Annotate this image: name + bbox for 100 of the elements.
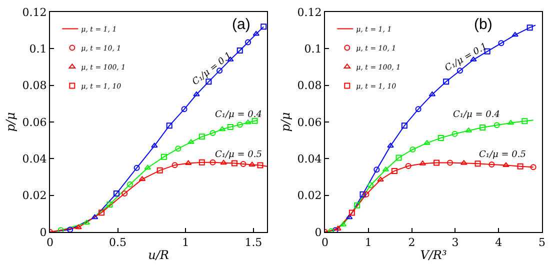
point: [218, 126, 226, 132]
y-tick-label: 0.12: [22, 6, 47, 19]
point: [252, 118, 258, 124]
y-tick-label: 0.06: [297, 116, 322, 129]
y-tick-label: 0.02: [22, 189, 47, 202]
point: [480, 124, 486, 130]
x-tick-label: 1: [182, 236, 190, 250]
x-axis-title: u/R: [148, 248, 169, 262]
point: [245, 39, 252, 46]
point: [334, 226, 342, 230]
y-tick-label: 0: [40, 226, 47, 239]
point: [452, 130, 458, 137]
point: [127, 181, 134, 188]
point: [122, 190, 128, 196]
point: [374, 166, 380, 173]
point: [210, 130, 216, 136]
point: [494, 122, 500, 128]
annotation: (b): [474, 16, 492, 33]
point: [517, 163, 524, 170]
point: [354, 202, 360, 208]
point: [181, 106, 188, 112]
annotation: C₁/μ = 0.1: [190, 50, 234, 88]
point: [75, 224, 82, 230]
point: [512, 32, 518, 37]
x-tick-label: 2: [408, 236, 416, 250]
x-tick-label: 5: [538, 236, 546, 250]
y-tick-label: 0.04: [22, 152, 47, 166]
point: [401, 122, 408, 129]
point: [446, 160, 453, 166]
y-tick-label: 0.02: [297, 189, 322, 202]
point: [526, 24, 533, 31]
point: [507, 120, 514, 125]
y-tick-label: 0.04: [297, 152, 322, 166]
point: [156, 167, 163, 174]
point: [198, 159, 205, 166]
point: [160, 154, 167, 160]
point: [216, 68, 223, 74]
point: [396, 154, 402, 161]
point: [227, 124, 234, 130]
point: [236, 48, 243, 54]
point: [377, 176, 384, 182]
point: [106, 202, 113, 208]
point: [231, 160, 238, 166]
y-tick-label: 0.06: [22, 116, 47, 129]
point: [434, 160, 440, 166]
annotation: C₁/μ = 0.4: [215, 110, 262, 120]
point: [210, 159, 216, 166]
x-tick-label: 3: [452, 236, 459, 250]
point: [83, 220, 90, 225]
x-tick-label: 1: [364, 236, 372, 250]
point: [260, 24, 267, 30]
point: [488, 162, 495, 168]
point: [113, 190, 120, 196]
annotation: (a): [232, 16, 250, 33]
point: [220, 160, 227, 165]
point: [410, 146, 416, 152]
point: [424, 140, 430, 145]
y-tick-label: 0.08: [297, 79, 322, 92]
point: [530, 164, 536, 170]
point: [172, 162, 178, 168]
point: [391, 168, 398, 174]
point: [438, 134, 444, 141]
point: [474, 160, 481, 167]
y-axis-title: p/μ: [4, 112, 18, 132]
point: [166, 122, 172, 129]
x-tick-label: 1.5: [244, 236, 262, 250]
point: [151, 142, 158, 148]
point: [363, 191, 370, 198]
point: [346, 214, 353, 220]
point: [498, 40, 504, 46]
point: [134, 164, 140, 171]
point: [175, 146, 182, 152]
y-tick-label: 0.08: [22, 79, 47, 92]
point: [193, 92, 200, 96]
point: [368, 182, 374, 188]
annotation: C₁/μ = 0.1: [443, 42, 490, 74]
point: [415, 106, 422, 112]
point: [522, 118, 528, 124]
point: [248, 162, 256, 166]
point: [198, 134, 205, 140]
point: [502, 162, 510, 168]
point: [360, 191, 366, 198]
point: [348, 210, 355, 216]
point: [67, 226, 74, 232]
y-tick-label: 0.1: [304, 42, 322, 56]
annotation: C₁/μ = 0.4: [453, 110, 500, 120]
x-tick-label: 0.5: [109, 236, 127, 250]
point: [244, 120, 252, 124]
point: [387, 142, 394, 148]
y-tick-label: 0: [314, 226, 322, 239]
point: [236, 122, 243, 128]
point: [257, 162, 264, 168]
point: [144, 164, 152, 170]
point: [98, 210, 105, 216]
point: [405, 163, 412, 169]
y-axis-title: p/μ: [278, 112, 293, 132]
point: [470, 56, 477, 62]
point: [240, 160, 246, 167]
annotation: C₁/μ = 0.5: [479, 150, 526, 160]
annotation: C₁/μ = 0.5: [215, 150, 262, 160]
